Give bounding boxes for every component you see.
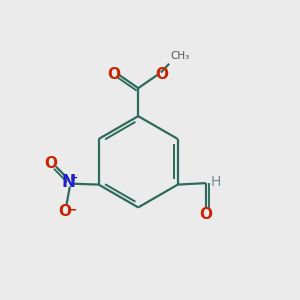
Text: N: N bbox=[61, 173, 75, 191]
Text: O: O bbox=[58, 204, 71, 219]
Text: CH₃: CH₃ bbox=[171, 51, 190, 61]
Text: O: O bbox=[156, 67, 169, 82]
Text: O: O bbox=[199, 206, 212, 221]
Text: H: H bbox=[211, 175, 221, 189]
Text: O: O bbox=[107, 67, 120, 82]
Text: O: O bbox=[44, 156, 57, 171]
Text: −: − bbox=[66, 203, 77, 216]
Text: +: + bbox=[70, 173, 78, 183]
